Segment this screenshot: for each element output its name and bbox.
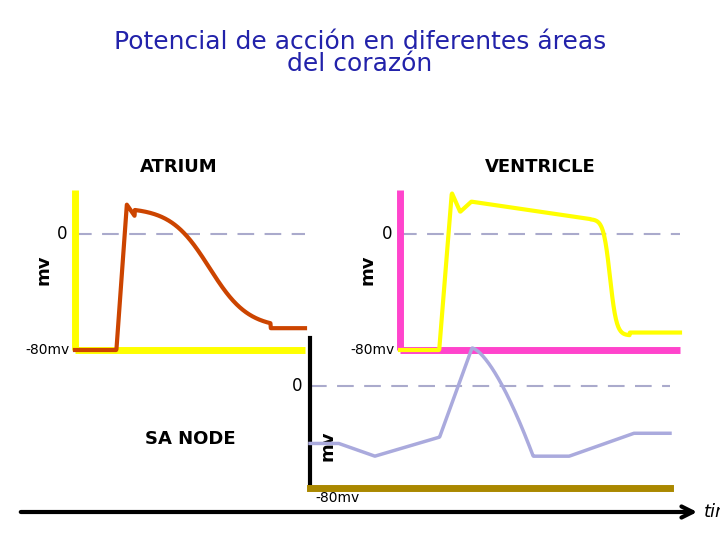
Text: -80mv: -80mv bbox=[351, 343, 395, 357]
Text: 0: 0 bbox=[382, 225, 392, 242]
Text: 0: 0 bbox=[292, 377, 302, 395]
Text: SA NODE: SA NODE bbox=[145, 430, 235, 448]
Text: mv: mv bbox=[319, 431, 337, 461]
Text: time: time bbox=[704, 503, 720, 521]
Text: VENTRICLE: VENTRICLE bbox=[485, 158, 595, 176]
Text: -80mv: -80mv bbox=[315, 491, 359, 505]
Text: 0: 0 bbox=[56, 225, 67, 242]
Text: -80mv: -80mv bbox=[26, 343, 70, 357]
Text: del corazón: del corazón bbox=[287, 52, 433, 76]
Text: mv: mv bbox=[34, 255, 52, 285]
Text: ATRIUM: ATRIUM bbox=[140, 158, 217, 176]
Text: Potencial de acción en diferentes áreas: Potencial de acción en diferentes áreas bbox=[114, 30, 606, 54]
Text: mv: mv bbox=[359, 255, 377, 285]
